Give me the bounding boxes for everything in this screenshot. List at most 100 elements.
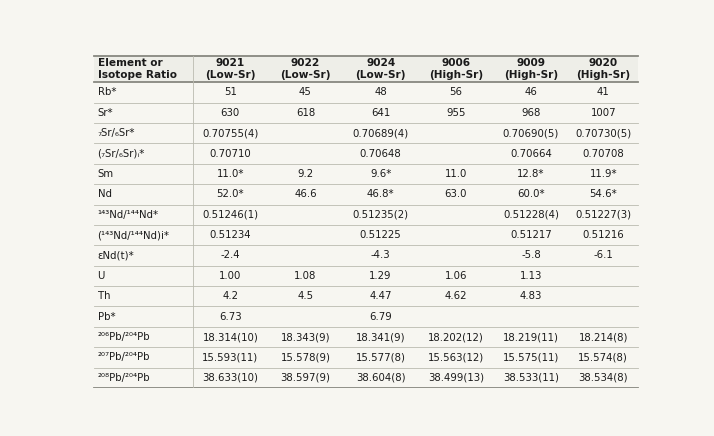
Text: 0.51246(1): 0.51246(1) <box>202 210 258 220</box>
Text: 18.341(9): 18.341(9) <box>356 332 406 342</box>
Text: Rb*: Rb* <box>98 87 116 97</box>
Text: 1007: 1007 <box>590 108 616 118</box>
Text: 45: 45 <box>299 87 312 97</box>
Text: 968: 968 <box>521 108 540 118</box>
Text: 46.6: 46.6 <box>294 189 317 199</box>
Bar <box>268 164 343 184</box>
Bar <box>94 56 193 82</box>
Bar <box>568 184 638 204</box>
Text: 11.9*: 11.9* <box>590 169 617 179</box>
Text: 9024
(Low-Sr): 9024 (Low-Sr) <box>356 58 406 80</box>
Text: 60.0*: 60.0* <box>517 189 545 199</box>
Bar <box>493 286 568 307</box>
Bar <box>94 225 193 245</box>
Bar <box>493 82 568 102</box>
Bar <box>94 327 193 347</box>
Text: 6.79: 6.79 <box>369 312 392 322</box>
Bar <box>268 266 343 286</box>
Text: 0.51216: 0.51216 <box>583 230 624 240</box>
Bar <box>493 56 568 82</box>
Bar <box>268 204 343 225</box>
Text: 46: 46 <box>525 87 538 97</box>
Text: 0.70689(4): 0.70689(4) <box>353 128 408 138</box>
Text: ²⁰⁷Pb/²⁰⁴Pb: ²⁰⁷Pb/²⁰⁴Pb <box>98 352 150 362</box>
Bar <box>94 143 193 164</box>
Text: (¹⁴³Nd/¹⁴⁴Nd)i*: (¹⁴³Nd/¹⁴⁴Nd)i* <box>98 230 169 240</box>
Bar <box>193 164 268 184</box>
Bar <box>94 286 193 307</box>
Bar <box>268 286 343 307</box>
Bar <box>568 347 638 368</box>
Bar <box>268 225 343 245</box>
Text: 38.499(13): 38.499(13) <box>428 373 484 383</box>
Bar <box>193 307 268 327</box>
Bar <box>418 204 493 225</box>
Text: -5.8: -5.8 <box>521 251 540 260</box>
Text: 1.13: 1.13 <box>520 271 542 281</box>
Text: 51: 51 <box>224 87 237 97</box>
Bar <box>568 225 638 245</box>
Text: 0.70730(5): 0.70730(5) <box>575 128 631 138</box>
Text: 9006
(High-Sr): 9006 (High-Sr) <box>428 58 483 80</box>
Bar <box>418 82 493 102</box>
Text: 9022
(Low-Sr): 9022 (Low-Sr) <box>280 58 331 80</box>
Bar <box>193 123 268 143</box>
Text: 0.70664: 0.70664 <box>510 149 552 159</box>
Bar <box>568 143 638 164</box>
Bar <box>193 82 268 102</box>
Text: 4.2: 4.2 <box>222 291 238 301</box>
Bar <box>193 266 268 286</box>
Text: 0.70690(5): 0.70690(5) <box>503 128 559 138</box>
Text: 18.314(10): 18.314(10) <box>202 332 258 342</box>
Text: 9.6*: 9.6* <box>370 169 391 179</box>
Bar <box>418 266 493 286</box>
Text: 955: 955 <box>446 108 466 118</box>
Bar <box>268 143 343 164</box>
Bar <box>94 82 193 102</box>
Bar <box>343 82 418 102</box>
Text: 12.8*: 12.8* <box>517 169 545 179</box>
Text: 15.578(9): 15.578(9) <box>281 352 331 362</box>
Bar <box>493 164 568 184</box>
Text: 18.343(9): 18.343(9) <box>281 332 331 342</box>
Bar <box>94 164 193 184</box>
Text: 1.08: 1.08 <box>294 271 317 281</box>
Bar <box>418 56 493 82</box>
Bar <box>94 204 193 225</box>
Text: 56: 56 <box>449 87 462 97</box>
Bar <box>343 327 418 347</box>
Text: 641: 641 <box>371 108 391 118</box>
Bar <box>343 225 418 245</box>
Text: 0.70708: 0.70708 <box>583 149 624 159</box>
Text: 48: 48 <box>374 87 387 97</box>
Bar <box>193 204 268 225</box>
Bar <box>193 368 268 388</box>
Text: 9009
(High-Sr): 9009 (High-Sr) <box>504 58 558 80</box>
Bar <box>343 56 418 82</box>
Text: 6.73: 6.73 <box>219 312 241 322</box>
Text: -6.1: -6.1 <box>593 251 613 260</box>
Bar <box>193 327 268 347</box>
Text: 4.83: 4.83 <box>520 291 542 301</box>
Bar <box>343 245 418 266</box>
Text: 0.70648: 0.70648 <box>360 149 401 159</box>
Bar <box>343 286 418 307</box>
Text: 38.604(8): 38.604(8) <box>356 373 406 383</box>
Text: 11.0: 11.0 <box>445 169 467 179</box>
Text: 4.62: 4.62 <box>445 291 467 301</box>
Text: -4.3: -4.3 <box>371 251 391 260</box>
Text: 38.633(10): 38.633(10) <box>202 373 258 383</box>
Bar <box>418 102 493 123</box>
Text: ²⁰⁸Pb/²⁰⁴Pb: ²⁰⁸Pb/²⁰⁴Pb <box>98 373 150 383</box>
Text: Pb*: Pb* <box>98 312 115 322</box>
Bar <box>493 327 568 347</box>
Bar <box>418 307 493 327</box>
Text: 0.51235(2): 0.51235(2) <box>353 210 408 220</box>
Bar <box>193 56 268 82</box>
Bar <box>493 245 568 266</box>
Bar <box>268 327 343 347</box>
Text: 9.2: 9.2 <box>298 169 313 179</box>
Text: 0.51228(4): 0.51228(4) <box>503 210 559 220</box>
Text: 0.51227(3): 0.51227(3) <box>575 210 631 220</box>
Bar <box>193 225 268 245</box>
